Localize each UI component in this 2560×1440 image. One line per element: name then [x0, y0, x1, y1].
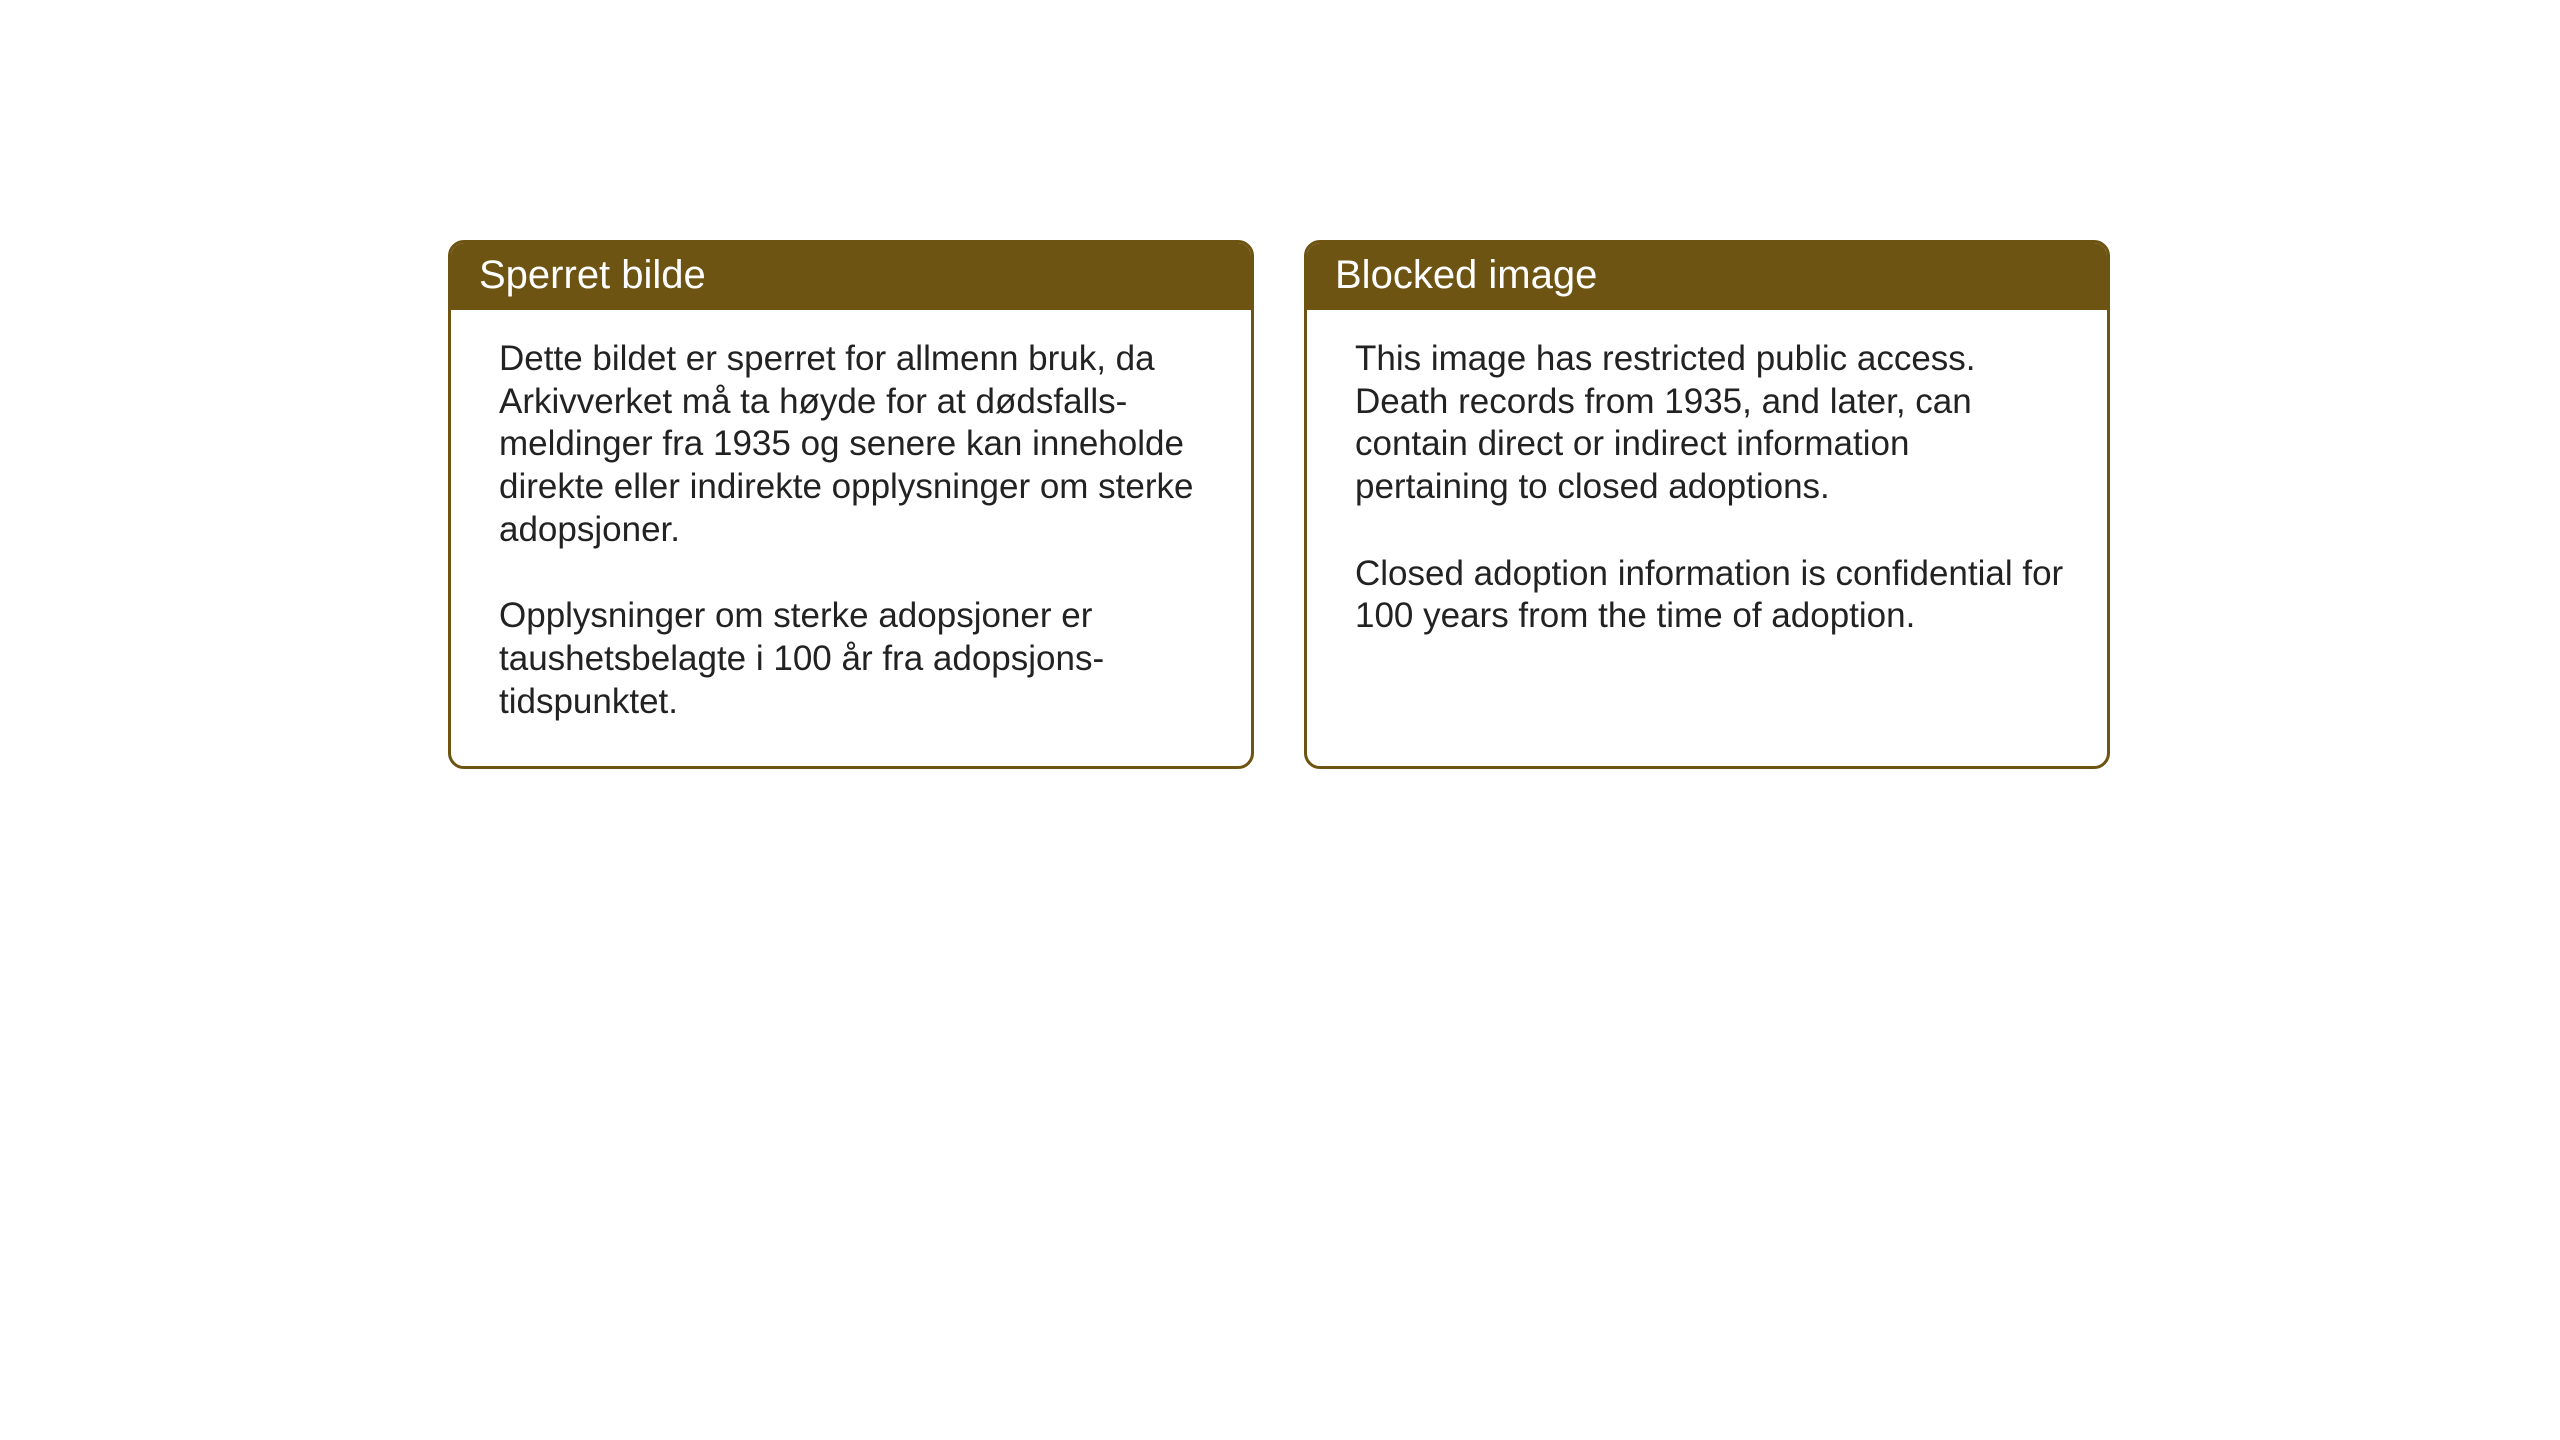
- english-info-card: Blocked image This image has restricted …: [1304, 240, 2110, 769]
- english-paragraph-2: Closed adoption information is confident…: [1355, 553, 2065, 638]
- cards-container: Sperret bilde Dette bildet er sperret fo…: [448, 240, 2110, 769]
- norwegian-paragraph-2: Opplysninger om sterke adopsjoner er tau…: [499, 595, 1209, 723]
- norwegian-card-body: Dette bildet er sperret for allmenn bruk…: [451, 310, 1251, 766]
- english-card-body: This image has restricted public access.…: [1307, 310, 2107, 680]
- norwegian-info-card: Sperret bilde Dette bildet er sperret fo…: [448, 240, 1254, 769]
- norwegian-card-title: Sperret bilde: [451, 243, 1251, 310]
- english-paragraph-1: This image has restricted public access.…: [1355, 338, 2065, 509]
- english-card-title: Blocked image: [1307, 243, 2107, 310]
- norwegian-paragraph-1: Dette bildet er sperret for allmenn bruk…: [499, 338, 1209, 551]
